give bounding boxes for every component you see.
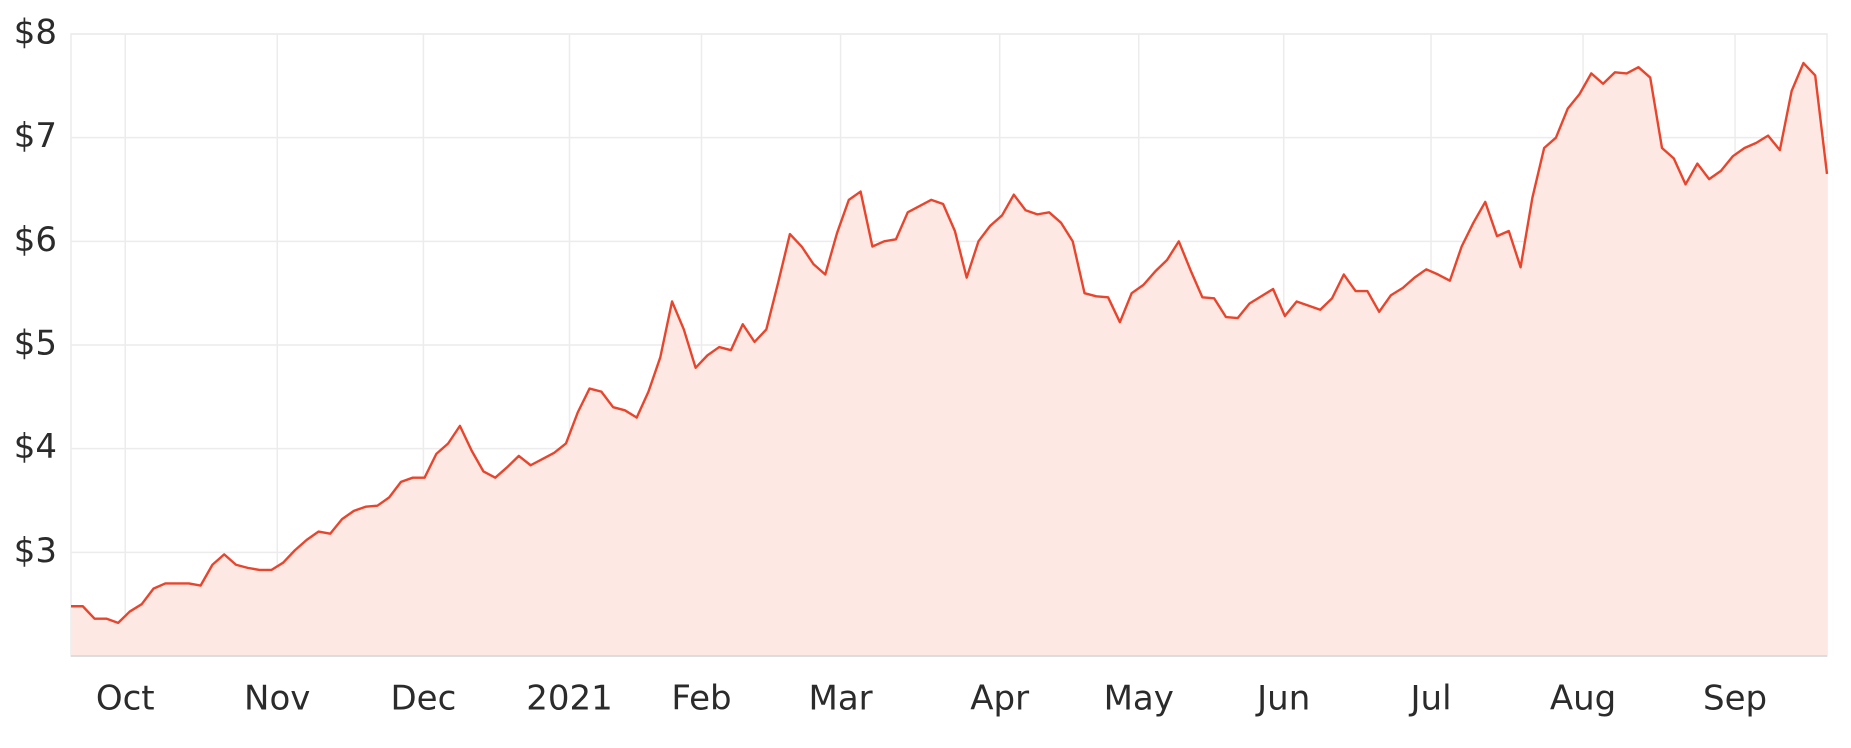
price-line <box>71 61 1829 625</box>
y-tick-label: $6 <box>14 220 57 260</box>
x-tick-label: Jul <box>1409 679 1452 719</box>
y-tick-label: $8 <box>14 13 57 53</box>
x-tick-label: 2021 <box>526 679 613 719</box>
y-tick-label: $7 <box>14 116 57 156</box>
x-tick-label: Nov <box>244 679 310 719</box>
y-tick-label: $4 <box>14 427 57 467</box>
x-tick-label: Oct <box>96 679 155 719</box>
y-tick-label: $5 <box>14 324 57 364</box>
x-tick-label: Feb <box>671 679 731 719</box>
x-tick-label: Jun <box>1255 679 1310 719</box>
area-fill <box>71 63 1827 656</box>
x-tick-label: Dec <box>390 679 456 719</box>
x-tick-label: Aug <box>1550 679 1616 719</box>
x-tick-label: Mar <box>808 679 872 719</box>
x-tick-label: Apr <box>970 679 1029 719</box>
y-tick-label: $3 <box>14 531 57 571</box>
x-tick-label: May <box>1104 679 1174 719</box>
x-tick-label: Sep <box>1703 679 1767 719</box>
